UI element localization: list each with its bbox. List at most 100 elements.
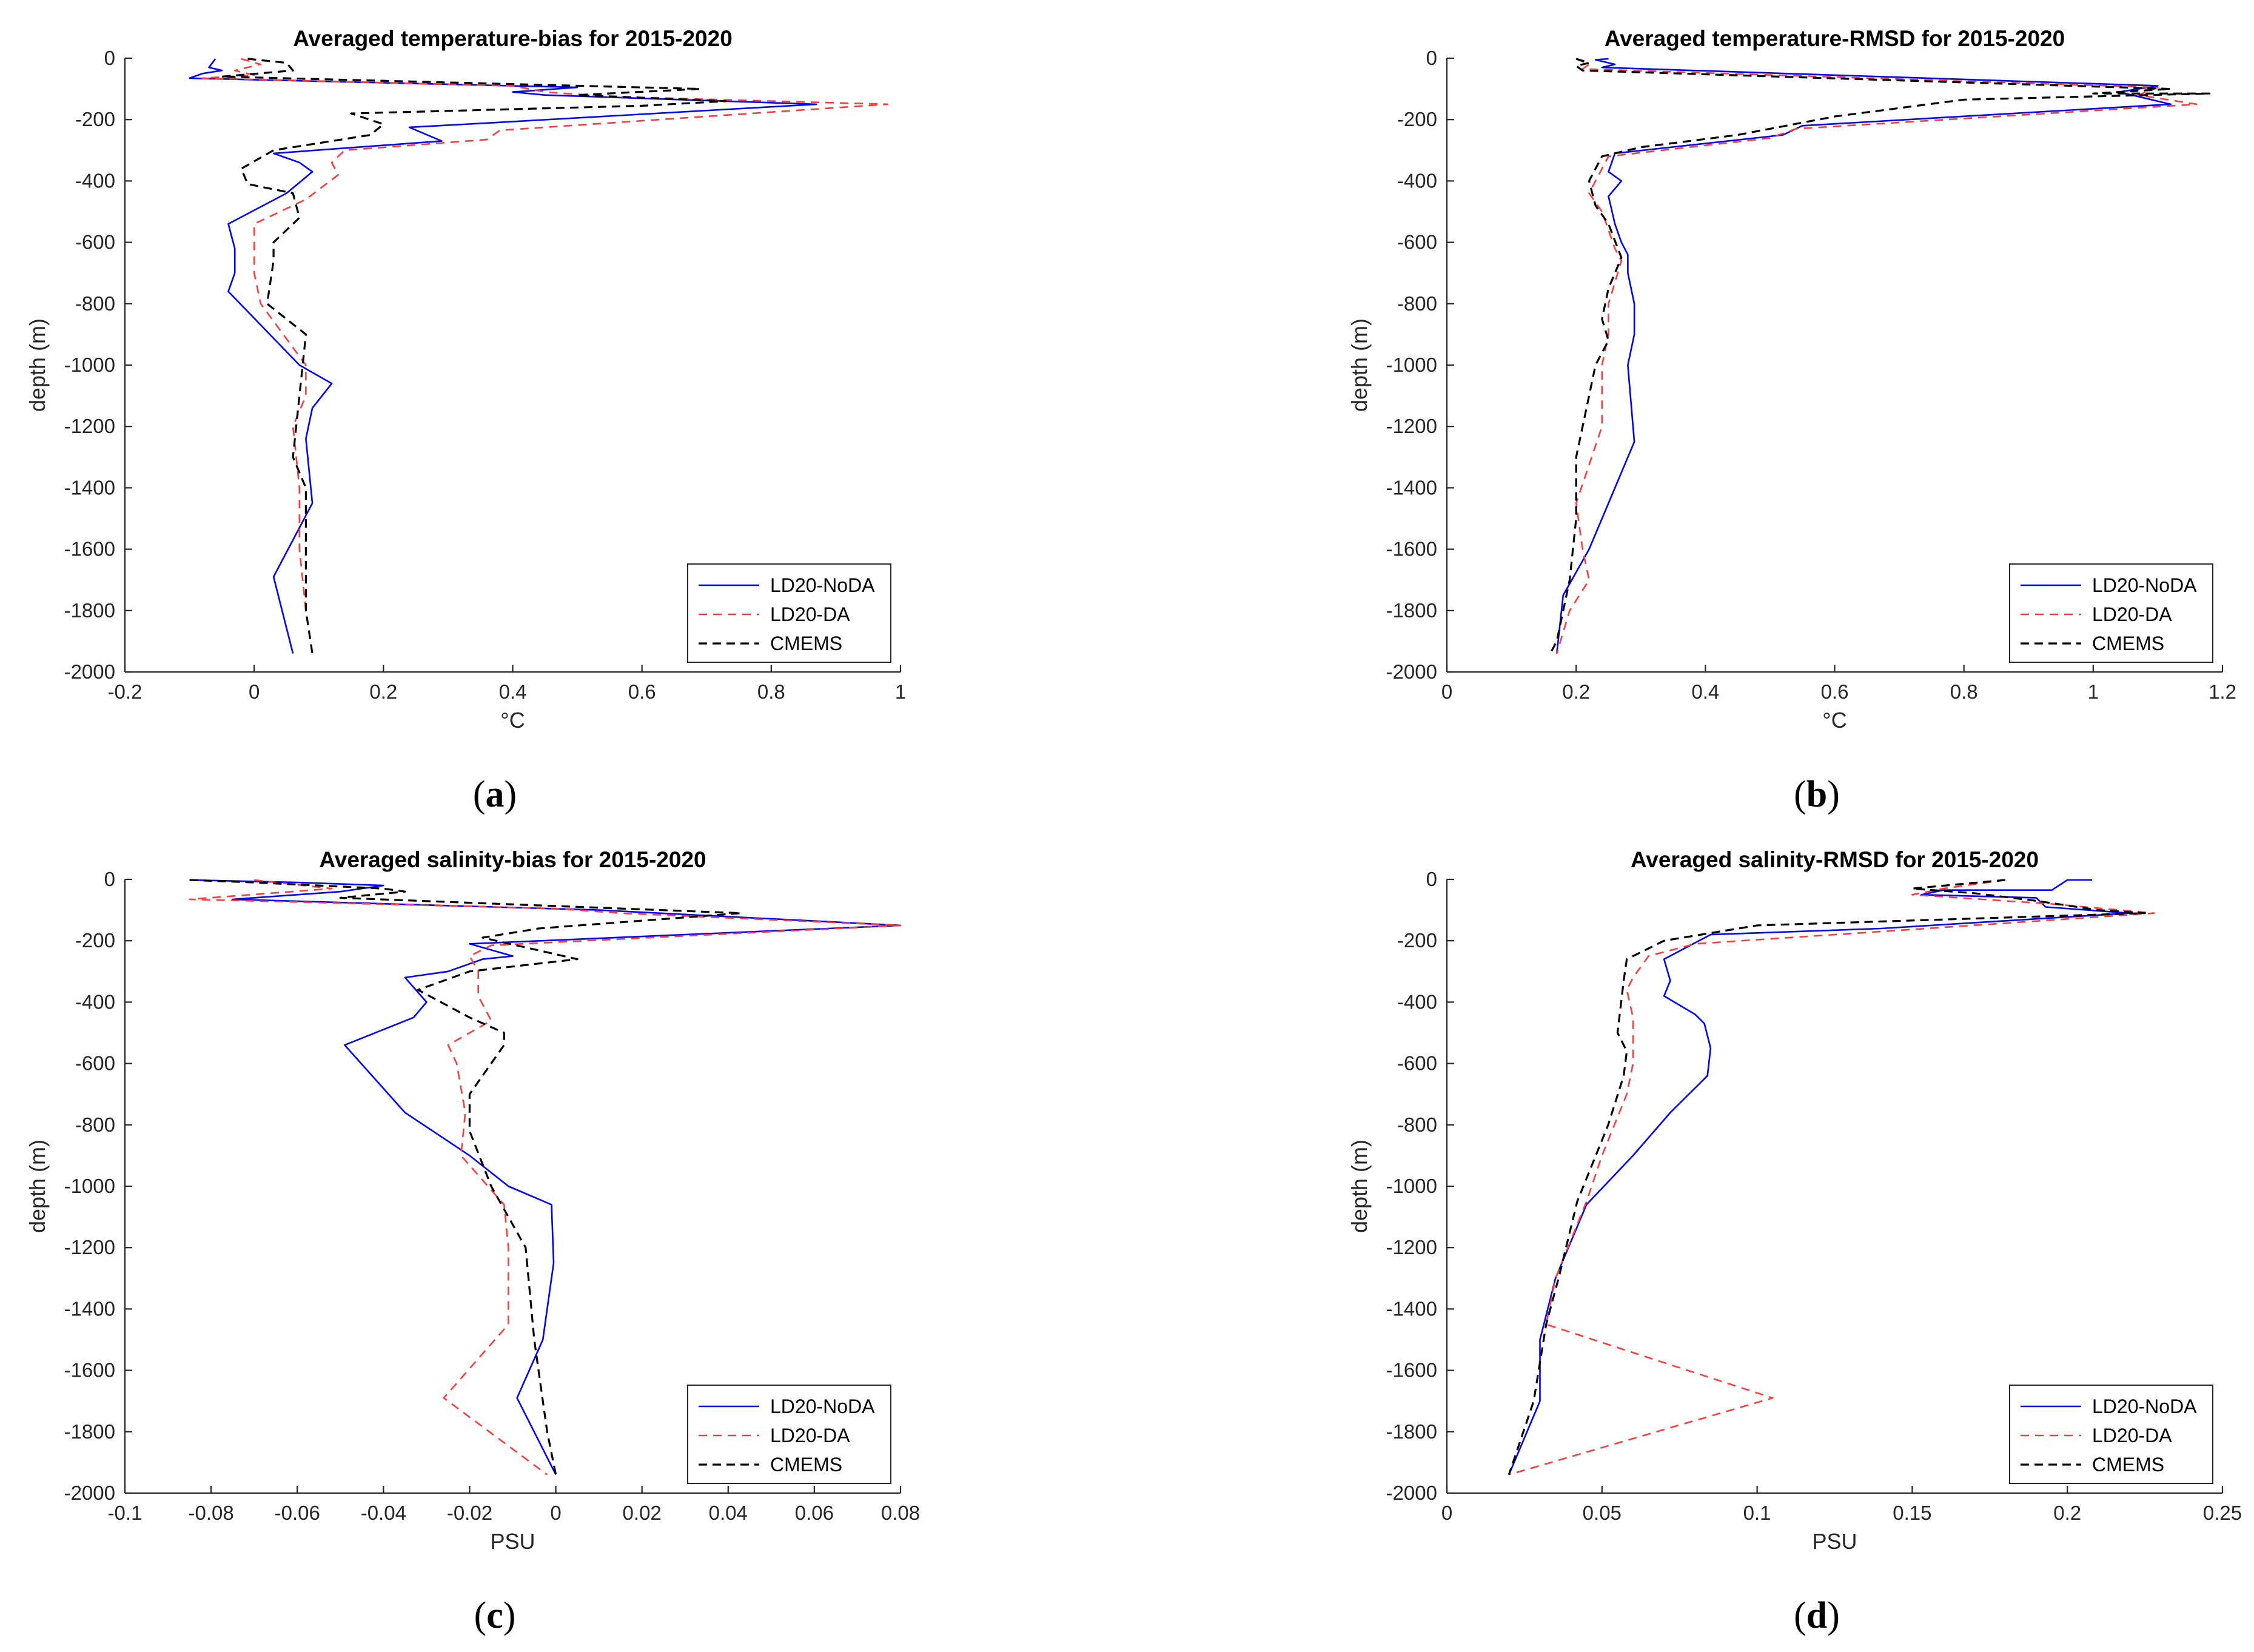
x-tick-label: 0.8 — [757, 680, 785, 703]
legend-label: LD20-NoDA — [2092, 574, 2197, 596]
x-tick-label: 1 — [2088, 680, 2099, 703]
x-tick-label: 0.6 — [1821, 680, 1849, 703]
y-tick-label: -1600 — [1386, 538, 1437, 560]
plot-title: Averaged temperature-bias for 2015-2020 — [293, 26, 733, 51]
legend-box — [687, 1385, 891, 1484]
y-tick-label: -200 — [75, 929, 115, 952]
x-axis-label: °C — [1822, 708, 1846, 733]
panel-label-open: ( — [473, 774, 486, 815]
plot-title: Averaged salinity-RMSD for 2015-2020 — [1631, 847, 2039, 872]
legend-label: LD20-DA — [2092, 1425, 2172, 1446]
x-tick-label: 0.2 — [1562, 680, 1590, 703]
chart-panel-a: -0.2 0 0.2 0.4 0.6 0.8 1 0 -200 -400 -600 -800 -1000… — [25, 26, 906, 815]
x-tick-label: 0.4 — [1691, 680, 1719, 703]
y-tick-label: -200 — [1397, 929, 1437, 952]
legend-label: LD20-NoDA — [770, 574, 875, 596]
y-tick-label: -1600 — [1386, 1359, 1437, 1382]
panel-label-letter: b — [1806, 774, 1827, 815]
y-tick-label: -400 — [1397, 990, 1437, 1013]
chart-panel-d: 0 0.05 0.1 0.15 0.2 0.25 0 -200 -400 -600 -800 -100… — [1347, 847, 2242, 1636]
y-tick-label: -1800 — [1386, 599, 1437, 622]
panel-label-open: ( — [1794, 1595, 1806, 1636]
y-tick-label: -2000 — [64, 660, 115, 683]
series-group — [189, 879, 902, 1476]
y-tick-label: -1600 — [64, 538, 115, 560]
legend-label: LD20-DA — [2092, 603, 2172, 625]
y-tick-label: -600 — [1397, 1052, 1437, 1075]
series-line-cmems — [221, 58, 727, 654]
x-tick-label: 0.6 — [628, 680, 656, 703]
legend-label: CMEMS — [2092, 1454, 2164, 1476]
series-group — [189, 58, 888, 654]
series-line-ld20-da — [1555, 58, 2198, 654]
legend-box — [2009, 563, 2213, 663]
plot-title: Averaged salinity-bias for 2015-2020 — [319, 847, 706, 872]
legend: LD20-NoDA LD20-DA CMEMS — [687, 563, 891, 663]
panel-label-open: ( — [474, 1595, 487, 1636]
series-line-cmems — [1508, 879, 2146, 1476]
x-tick-label: 0.02 — [623, 1502, 662, 1524]
y-tick-label: -1800 — [1386, 1420, 1437, 1443]
series-group — [1508, 879, 2155, 1476]
y-tick-label: 0 — [1426, 868, 1437, 890]
panel-label-close: ) — [1827, 1595, 1840, 1636]
y-axis-label: depth (m) — [25, 318, 50, 412]
y-tick-label: -800 — [75, 292, 115, 315]
y-tick-label: -600 — [75, 1052, 115, 1075]
x-tick-label: 0 — [550, 1502, 561, 1524]
series-line-ld20-noda — [1555, 58, 2172, 654]
legend-label: LD20-DA — [770, 1425, 850, 1446]
y-tick-label: -1200 — [1386, 1236, 1437, 1258]
panel-label: (b) — [1794, 774, 1840, 815]
legend: LD20-NoDA LD20-DA CMEMS — [2009, 563, 2213, 663]
x-tick-label: 0.05 — [1583, 1502, 1622, 1524]
y-tick-label: -1400 — [64, 476, 115, 499]
panel-label-close: ) — [505, 774, 517, 815]
x-axis-label: PSU — [490, 1529, 535, 1554]
x-tick-label: 0.4 — [499, 680, 527, 703]
y-tick-label: -1000 — [1386, 354, 1437, 376]
legend-box — [2009, 1385, 2213, 1484]
x-tick-label: 0 — [1441, 680, 1452, 703]
y-tick-label: -2000 — [1386, 660, 1437, 683]
panel-label: (a) — [473, 774, 517, 815]
x-tick-label: -0.1 — [108, 1502, 143, 1524]
x-tick-label: 0.04 — [709, 1502, 748, 1524]
legend: LD20-NoDA LD20-DA CMEMS — [2009, 1385, 2213, 1484]
y-tick-label: -800 — [1397, 1113, 1437, 1136]
legend-label: CMEMS — [770, 1454, 842, 1476]
panel-label-letter: a — [486, 774, 505, 815]
x-tick-label: 0 — [1441, 1502, 1452, 1524]
x-tick-label: -0.02 — [447, 1502, 492, 1524]
panel-label-close: ) — [503, 1595, 516, 1636]
y-tick-label: 0 — [104, 47, 115, 69]
legend-label: CMEMS — [770, 633, 842, 654]
series-line-ld20-da — [201, 58, 888, 654]
panel-label-letter: c — [486, 1595, 503, 1636]
y-tick-label: -1600 — [64, 1359, 115, 1382]
y-axis-label: depth (m) — [1347, 1140, 1372, 1233]
y-tick-label: -200 — [75, 108, 115, 130]
y-tick-label: -800 — [1397, 292, 1437, 315]
y-axis-label: depth (m) — [1347, 318, 1372, 412]
legend: LD20-NoDA LD20-DA CMEMS — [687, 1385, 891, 1484]
panel-label: (d) — [1794, 1595, 1840, 1636]
chart-panel-c: -0.1 -0.08 -0.06 -0.04 -0.02 0 0.02 0.04 0.06 0.0… — [25, 847, 920, 1636]
x-tick-label: 0.15 — [1893, 1502, 1931, 1524]
x-tick-label: 0.06 — [795, 1502, 834, 1524]
x-tick-label: -0.06 — [275, 1502, 320, 1524]
y-tick-label: -400 — [75, 990, 115, 1013]
panel-label-close: ) — [1827, 774, 1840, 815]
x-tick-label: 0.25 — [2203, 1502, 2242, 1524]
y-tick-label: -200 — [1397, 108, 1437, 130]
series-line-cmems — [189, 879, 742, 1475]
legend-label: CMEMS — [2092, 633, 2164, 654]
x-axis-label: PSU — [1812, 1529, 1857, 1554]
x-tick-label: 1 — [895, 680, 906, 703]
y-tick-label: -1200 — [1386, 415, 1437, 437]
y-tick-label: -1800 — [64, 1420, 115, 1443]
y-tick-label: 0 — [1426, 47, 1437, 69]
x-tick-label: 0.2 — [369, 680, 397, 703]
y-tick-label: -1000 — [1386, 1175, 1437, 1197]
